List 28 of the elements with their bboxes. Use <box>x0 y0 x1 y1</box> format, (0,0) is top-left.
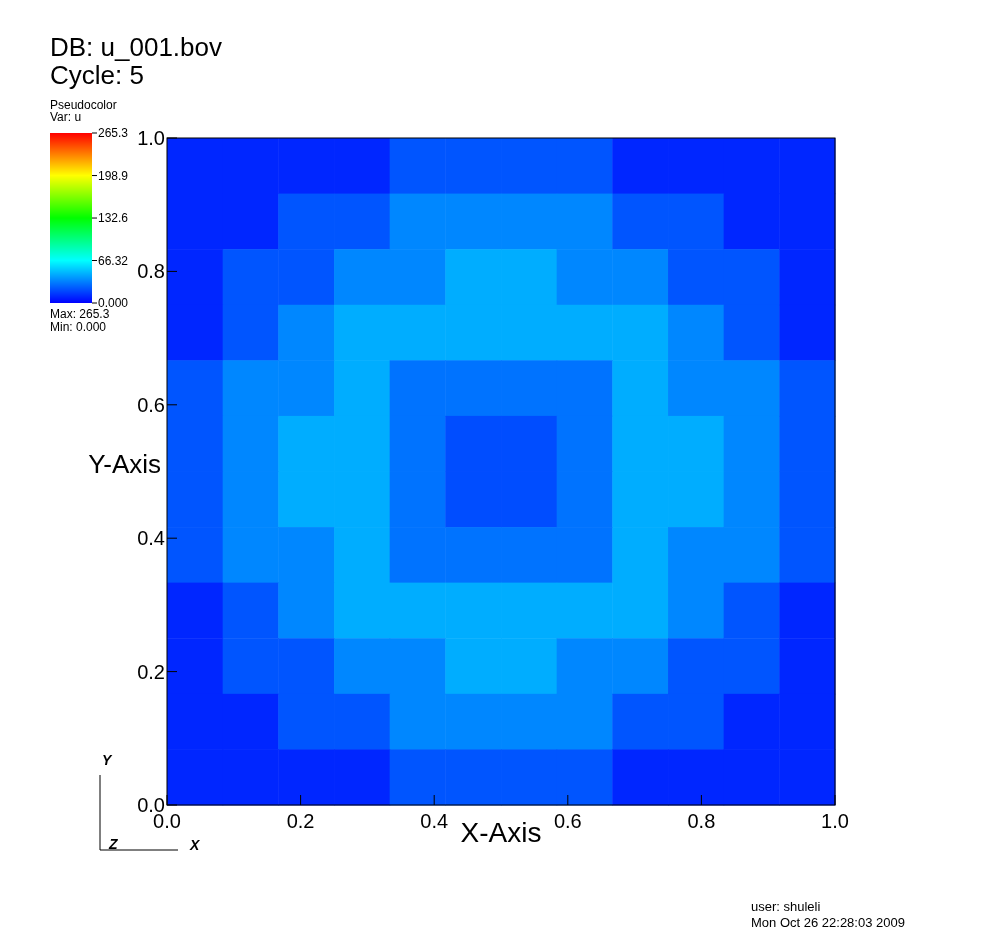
color-bar-label: 66.32 <box>98 253 129 268</box>
color-bar-label: 265.3 <box>98 126 129 140</box>
color-bar-label: 132.6 <box>98 211 129 226</box>
y-tick-label: 1.0 <box>137 127 165 149</box>
text: Max: 265.3 <box>50 307 110 321</box>
y-tick-label: 0.2 <box>137 660 165 683</box>
text: user: shuleli <box>751 899 821 914</box>
text: Y <box>102 752 113 768</box>
y-tick-label: 0.4 <box>137 527 165 550</box>
x-tick-label: 1.0 <box>821 810 849 832</box>
text: Z <box>108 836 118 852</box>
y-axis-title: Y-Axis <box>88 449 161 479</box>
text: X <box>189 837 201 853</box>
chart-subtitle: Cycle: 5 <box>50 60 144 90</box>
legend-title: Pseudocolor <box>50 98 117 112</box>
x-tick-label: 0.2 <box>286 810 315 832</box>
y-tick-label: 0.8 <box>137 260 165 283</box>
x-tick-label: 0.4 <box>420 810 449 832</box>
chart-title: DB: u_001.bov <box>50 32 223 62</box>
color-bar-title: Var: u <box>50 110 82 124</box>
y-tick-label: 0.6 <box>137 393 165 416</box>
x-tick-label: 0.8 <box>687 810 716 832</box>
x-tick-label: 0.6 <box>553 810 582 832</box>
text: Mon Oct 26 22:28:03 2009 <box>751 915 905 930</box>
color-bar-label: 0.000 <box>98 296 129 310</box>
x-axis-title: X-Axis <box>460 817 542 848</box>
text: Min: 0.000 <box>50 320 107 334</box>
color-bar-label: 198.9 <box>98 168 129 183</box>
